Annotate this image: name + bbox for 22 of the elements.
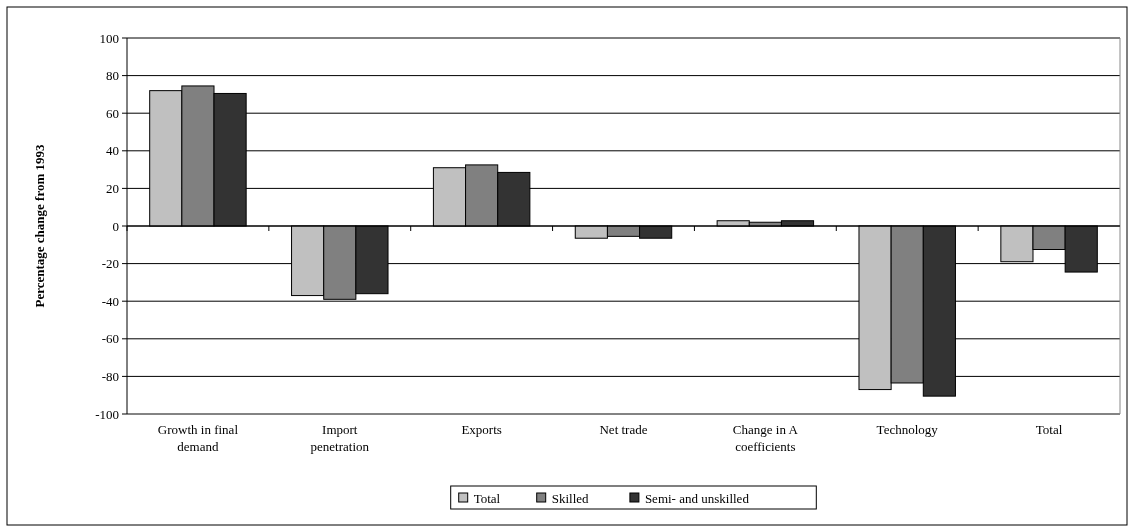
y-tick-label: 100 [99,30,119,46]
y-tick-label: -20 [101,256,119,272]
y-tick-label: 60 [106,105,119,121]
x-tick-label: Growth in final demand [157,422,239,454]
y-axis-title: Percentage change from 1993 [32,143,47,308]
x-tick-label: Total [1035,422,1063,437]
y-tick-label: 20 [106,180,119,196]
legend-label: Semi- and unskilled [644,490,750,506]
legend-label: Skilled [551,490,590,506]
x-tick-label: Change in A coefficients [732,422,799,454]
y-tick-label: -80 [101,368,119,384]
y-tick-label: -60 [101,331,119,347]
y-tick-label: 80 [106,68,119,84]
y-tick-label: 40 [106,143,119,159]
y-tick-label: -40 [101,293,119,309]
x-tick-label: Net trade [599,422,648,437]
x-tick-label: Exports [461,422,502,437]
legend-label: Total [473,490,501,506]
y-tick-label: -100 [95,406,119,422]
x-tick-label: Import penetration [310,422,370,454]
x-tick-label: Technology [876,422,939,437]
y-tick-label: 0 [112,218,119,234]
